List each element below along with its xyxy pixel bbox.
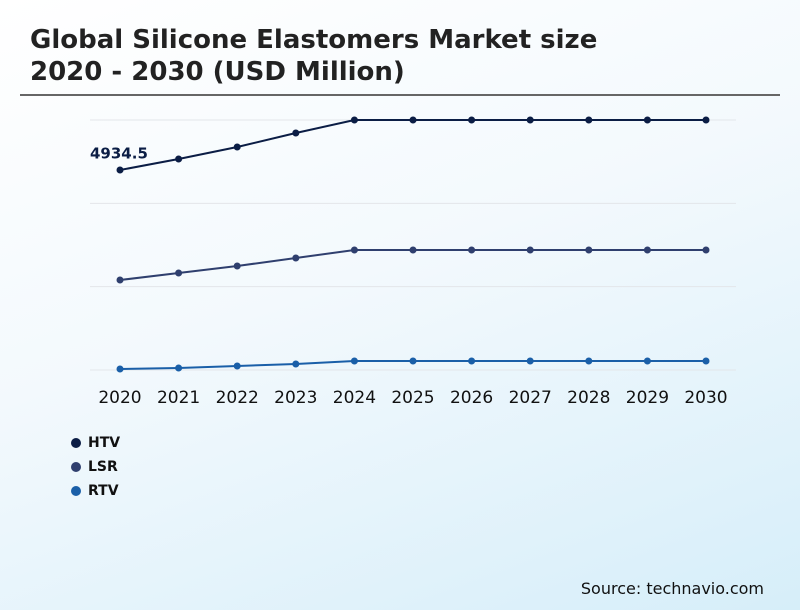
chart: 2020 2021 2022 2023 2024 2025 2026 2027 2028 2029…	[71, 116, 736, 499]
legend-label: RTV	[88, 483, 119, 499]
point	[526, 116, 534, 124]
point	[643, 246, 651, 254]
point	[233, 143, 241, 151]
point	[292, 129, 300, 137]
x-tick-label: 2029	[626, 388, 669, 408]
point	[409, 116, 417, 124]
point	[526, 246, 534, 254]
x-tick-label: 2028	[567, 388, 610, 408]
point	[175, 155, 183, 163]
series-line	[119, 248, 706, 282]
point	[350, 357, 358, 365]
point	[292, 254, 300, 262]
chart-title: Global Silicone Elastomers Market size 2…	[30, 25, 598, 87]
point	[233, 362, 241, 370]
point	[292, 360, 300, 368]
point	[468, 357, 476, 365]
x-tick-label: 2030	[684, 388, 727, 408]
point	[585, 357, 593, 365]
x-tick-label: 2020	[98, 388, 141, 408]
x-tick-label: 2026	[450, 388, 493, 408]
legend-label: HTV	[88, 435, 120, 451]
source: Source: technavio.com	[580, 579, 764, 598]
x-tick-label: 2027	[509, 388, 552, 408]
legend-marker	[71, 486, 81, 496]
point	[702, 246, 710, 254]
point	[350, 246, 358, 254]
x-tick-label: 2022	[216, 388, 259, 408]
point	[409, 246, 417, 254]
title-rule	[20, 94, 780, 96]
point	[116, 276, 124, 284]
point	[233, 262, 241, 270]
x-tick-label: 2021	[157, 388, 200, 408]
point	[526, 357, 534, 365]
x-tick-label: 2024	[333, 388, 376, 408]
point	[702, 357, 710, 365]
legend-label: LSR	[88, 459, 118, 475]
point	[702, 116, 710, 124]
x-tick-label: 2025	[391, 388, 434, 408]
point	[175, 364, 183, 372]
point	[468, 246, 476, 254]
point	[350, 116, 358, 124]
point	[116, 166, 124, 174]
point	[409, 357, 417, 365]
point	[116, 365, 124, 373]
legend-marker	[71, 462, 81, 472]
point	[585, 116, 593, 124]
point	[643, 357, 651, 365]
point	[468, 116, 476, 124]
point	[175, 269, 183, 277]
point	[585, 246, 593, 254]
legend-marker	[71, 438, 81, 448]
data-label: 4934.5	[90, 144, 148, 162]
point	[643, 116, 651, 124]
x-tick-label: 2023	[274, 388, 317, 408]
series-line	[119, 119, 706, 171]
